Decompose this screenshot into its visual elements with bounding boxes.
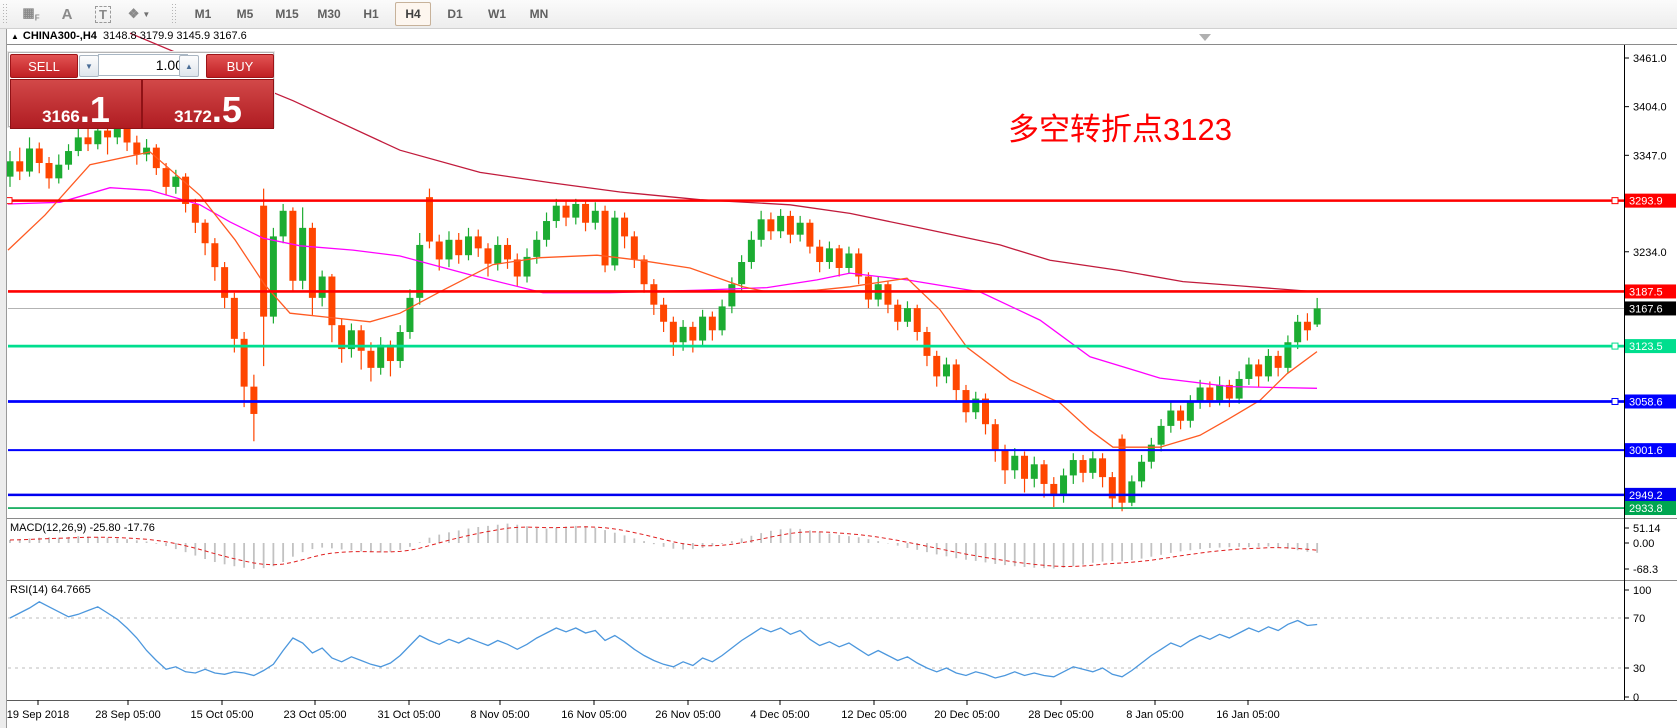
collapse-arrow-icon[interactable]: ▲	[11, 32, 19, 41]
svg-text:3234.0: 3234.0	[1633, 247, 1667, 259]
window-left-edge	[0, 28, 7, 728]
svg-text:3293.9: 3293.9	[1629, 196, 1663, 208]
macd-panel: 51.14 0.00 -68.3 MACD(12,26,9) -25.80 -17.7…	[9, 522, 1661, 576]
rsi-panel: 100 70 30 0 RSI(14) 64.7665	[8, 584, 1651, 704]
buy-price-box[interactable]: 3172.5	[142, 79, 274, 129]
svg-text:0.00: 0.00	[1633, 538, 1654, 550]
svg-text:100: 100	[1633, 585, 1651, 597]
svg-text:2949.2: 2949.2	[1629, 490, 1663, 502]
time-axis-label: 19 Sep 2018	[7, 709, 69, 721]
time-axis-label: 8 Nov 05:00	[470, 709, 529, 721]
level-lines[interactable]: 3293.9 3187.5 3123.5 3058.6 3001.6 2949.22933…	[5, 193, 1676, 516]
svg-text:-68.3: -68.3	[1633, 564, 1658, 576]
chart-annotation-text[interactable]: 多空转折点3123	[1008, 112, 1232, 147]
chart-title-bar: ▲ CHINA300-,H4 3148.8 3179.9 3145.9 3167.…	[7, 30, 1607, 45]
timeframe-button-mn[interactable]: MN	[529, 7, 549, 21]
svg-text:3404.0: 3404.0	[1633, 102, 1667, 114]
periods-grid-icon[interactable]: ▦F	[22, 5, 40, 23]
timeframe-button-h4[interactable]: H4	[395, 2, 431, 26]
volume-decrease-button[interactable]: ▼	[79, 55, 99, 77]
sell-price-box[interactable]: 3166.1	[10, 79, 142, 129]
sell-price-base: 3166	[42, 107, 80, 126]
time-axis-label: 31 Oct 05:00	[378, 709, 441, 721]
time-axis-label: 16 Nov 05:00	[561, 709, 626, 721]
time-axis-label: 23 Oct 05:00	[284, 709, 347, 721]
svg-text:3347.0: 3347.0	[1633, 150, 1667, 162]
font-icon[interactable]: A	[61, 5, 73, 23]
time-axis-label: 8 Jan 05:00	[1126, 709, 1184, 721]
ma-slow-line	[129, 32, 1318, 293]
time-axis-label: 4 Dec 05:00	[750, 709, 809, 721]
price-axis[interactable]: 3461.0 3404.0 3347.0 3234.0	[1624, 53, 1667, 259]
timeframe-button-m1[interactable]: M1	[194, 7, 212, 21]
chevron-up-icon: ▲	[185, 61, 193, 71]
time-axis-label: 28 Dec 05:00	[1028, 709, 1093, 721]
time-axis-label: 15 Oct 05:00	[191, 709, 254, 721]
toolbar-gripper[interactable]	[2, 3, 9, 25]
svg-text:3123.5: 3123.5	[1629, 341, 1663, 353]
timeframe-button-w1[interactable]: W1	[488, 7, 506, 21]
svg-text:3187.5: 3187.5	[1629, 286, 1663, 298]
svg-text:3001.6: 3001.6	[1629, 445, 1663, 457]
main-toolbar: ▦F A T ❖ ▼ M1 M5 M15 M30 H1 H4 D1 W1 MN	[0, 0, 1677, 29]
timeframe-button-m30[interactable]: M30	[317, 7, 341, 21]
macd-indicator-label: MACD(12,26,9) -25.80 -17.76	[10, 522, 155, 534]
timeframe-button-m15[interactable]: M15	[275, 7, 299, 21]
toolbar-gripper-2[interactable]	[171, 3, 178, 25]
svg-text:0: 0	[1633, 692, 1639, 704]
svg-text:70: 70	[1633, 613, 1645, 625]
svg-text:30: 30	[1633, 663, 1645, 675]
chart-ohlc-values: 3148.8 3179.9 3145.9 3167.6	[103, 30, 247, 42]
one-click-trading-panel: SELL ▼ ▲ BUY 3166.1 3172.5	[8, 52, 274, 129]
volume-input[interactable]	[98, 54, 188, 76]
sell-button[interactable]: SELL	[10, 54, 78, 78]
time-axis-label: 16 Jan 05:00	[1216, 709, 1280, 721]
time-axis-label: 20 Dec 05:00	[934, 709, 999, 721]
rsi-line	[9, 601, 1318, 679]
macd-signal-line	[9, 526, 1318, 568]
volume-increase-button[interactable]: ▲	[179, 55, 199, 77]
ma-fast-line	[7, 151, 1318, 448]
svg-text:3461.0: 3461.0	[1633, 53, 1667, 65]
time-axis-label: 12 Dec 05:00	[841, 709, 906, 721]
buy-price-big-digit: .5	[211, 89, 242, 131]
svg-text:3167.6: 3167.6	[1629, 303, 1663, 315]
timeframe-button-d1[interactable]: D1	[447, 7, 463, 21]
timeframe-button-m5[interactable]: M5	[236, 7, 254, 21]
chevron-down-icon: ▼	[142, 9, 151, 19]
time-axis[interactable]: 19 Sep 2018 28 Sep 05:00 15 Oct 05:00 23 Oc…	[7, 700, 1280, 721]
timeframe-button-h1[interactable]: H1	[363, 7, 379, 21]
buy-price-base: 3172	[174, 107, 212, 126]
time-axis-label: 28 Sep 05:00	[95, 709, 160, 721]
chart-symbol: CHINA300-,H4	[22, 30, 97, 42]
chart-shift-marker-icon[interactable]	[1199, 34, 1211, 41]
buy-button[interactable]: BUY	[206, 54, 274, 78]
sell-price-big-digit: .1	[79, 89, 110, 131]
chevron-down-icon: ▼	[85, 61, 93, 71]
svg-text:51.14: 51.14	[1633, 523, 1661, 535]
time-axis-label: 26 Nov 05:00	[655, 709, 720, 721]
shapes-icon[interactable]: ❖ ▼	[127, 6, 151, 21]
svg-text:3058.6: 3058.6	[1629, 396, 1663, 408]
rsi-indicator-label: RSI(14) 64.7665	[10, 584, 91, 596]
text-label-icon[interactable]: T	[85, 2, 121, 26]
svg-text:2933.8: 2933.8	[1629, 503, 1663, 515]
